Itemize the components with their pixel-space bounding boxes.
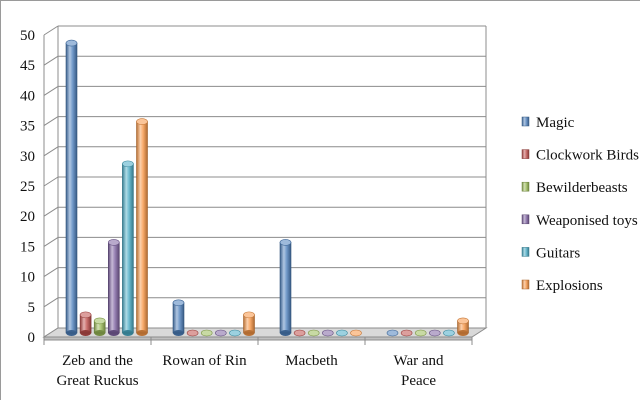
y-tick-label: 45 [20,58,35,74]
bar [336,329,348,337]
bar [386,329,399,337]
bar [443,329,455,337]
bar [200,329,213,337]
side-wall-gridline [43,176,59,187]
legend-swatch [521,116,530,127]
side-wall-gridline [43,236,59,247]
legend-label: Explosions [536,278,603,294]
legend-swatch [521,247,530,257]
bar [321,329,334,337]
bar [243,311,255,336]
y-tick-label: 40 [20,88,35,104]
bar [350,329,362,337]
bar [108,239,120,336]
frame-top-border [0,0,640,1]
side-wall-gridline [43,25,59,36]
bar [136,118,148,336]
bar [215,329,227,337]
legend-swatch [521,149,530,159]
y-tick-label: 5 [28,300,36,316]
legend-label: Clockwork Birds [536,148,639,164]
bar [293,329,306,337]
bar [307,329,320,337]
bar [428,329,441,337]
side-wall-gridline [43,206,59,217]
bar [414,329,427,337]
y-tick-label: 0 [28,330,36,346]
y-tick-label: 35 [20,119,35,135]
bar [79,311,92,336]
bar [65,39,78,336]
bar [122,160,134,336]
bar [93,317,106,336]
legend-label: Bewilderbeasts [536,180,628,196]
side-wall-gridline [43,85,59,96]
bar [279,239,292,336]
side-wall-gridline [43,267,59,278]
bar [229,329,241,337]
side-wall-gridline [43,55,59,66]
frame-left-border [0,0,1,400]
legend-label: Magic [536,115,575,131]
x-category-label: Rowan of Rin [162,353,247,369]
y-tick-label: 15 [20,239,35,255]
bar [457,317,469,336]
y-tick-label: 50 [20,28,35,44]
legend-swatch [521,181,530,192]
side-wall-gridline [43,146,59,157]
y-tick-label: 20 [20,209,35,225]
x-category-label: War and Peace [393,353,444,389]
bar [172,299,185,336]
bar [400,329,413,337]
legend-label: Weaponised toys [536,213,638,229]
y-tick-label: 25 [20,179,35,195]
y-tick-label: 30 [20,149,35,165]
legend-swatch [521,214,530,225]
bar [186,329,199,337]
legend-label: Guitars [536,245,580,261]
y-tick-label: 10 [20,270,35,286]
legend-swatch [521,279,530,290]
x-category-label: Zeb and the Great Ruckus [56,353,138,389]
x-category-label: Macbeth [285,353,338,369]
side-wall-gridline [43,297,59,308]
side-wall-gridline [43,116,59,127]
